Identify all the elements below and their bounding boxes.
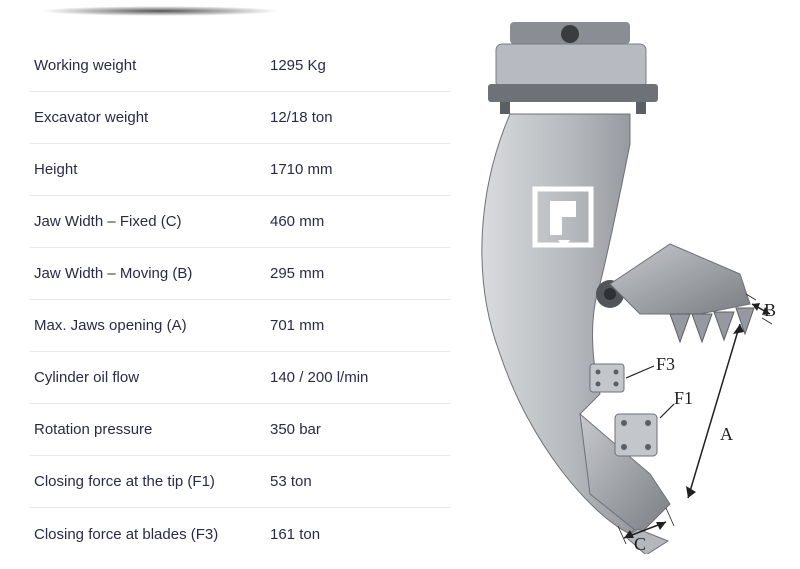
dimension-c-label: C	[634, 534, 646, 555]
spec-value: 1295 Kg	[270, 57, 450, 74]
table-row: Jaw Width – Fixed (C) 460 mm	[30, 196, 450, 248]
table-row: Closing force at the tip (F1) 53 ton	[30, 456, 450, 508]
pulverizer-svg	[440, 14, 780, 554]
spec-value: 161 ton	[270, 526, 450, 543]
table-row: Excavator weight 12/18 ton	[30, 92, 450, 144]
spec-label: Height	[30, 161, 270, 178]
spec-value: 460 mm	[270, 213, 450, 230]
dimension-b-label: B	[764, 300, 776, 321]
table-row: Working weight 1295 Kg	[30, 40, 450, 92]
spec-label: Closing force at the tip (F1)	[30, 473, 270, 490]
dimension-f3-label: F3	[656, 354, 675, 375]
table-row: Cylinder oil flow 140 / 200 l/min	[30, 352, 450, 404]
spec-table: Working weight 1295 Kg Excavator weight …	[30, 40, 450, 560]
spec-value: 140 / 200 l/min	[270, 369, 450, 386]
pulverizer-illustration: A B C F1 F3	[440, 14, 780, 554]
spec-label: Working weight	[30, 57, 270, 74]
dimension-f1-label: F1	[674, 388, 693, 409]
top-shadow	[40, 6, 280, 16]
spec-label: Closing force at blades (F3)	[30, 526, 270, 543]
spec-label: Excavator weight	[30, 109, 270, 126]
spec-label: Cylinder oil flow	[30, 369, 270, 386]
spec-value: 12/18 ton	[270, 109, 450, 126]
spec-value: 53 ton	[270, 473, 450, 490]
dimension-a-label: A	[720, 424, 733, 445]
spec-value: 1710 mm	[270, 161, 450, 178]
spec-label: Rotation pressure	[30, 421, 270, 438]
spec-label: Max. Jaws opening (A)	[30, 317, 270, 334]
spec-label: Jaw Width – Fixed (C)	[30, 213, 270, 230]
table-row: Height 1710 mm	[30, 144, 450, 196]
table-row: Jaw Width – Moving (B) 295 mm	[30, 248, 450, 300]
spec-value: 350 bar	[270, 421, 450, 438]
table-row: Rotation pressure 350 bar	[30, 404, 450, 456]
spec-value: 701 mm	[270, 317, 450, 334]
table-row: Closing force at blades (F3) 161 ton	[30, 508, 450, 560]
spec-value: 295 mm	[270, 265, 450, 282]
table-row: Max. Jaws opening (A) 701 mm	[30, 300, 450, 352]
spec-label: Jaw Width – Moving (B)	[30, 265, 270, 282]
